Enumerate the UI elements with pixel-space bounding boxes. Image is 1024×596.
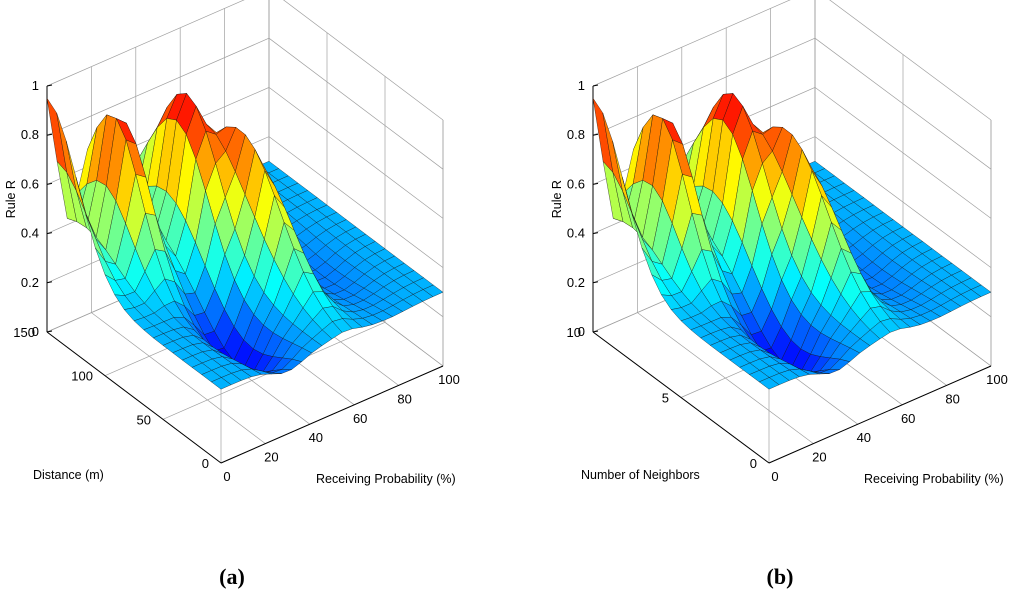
surface-plot-a: 0 0.2 0.4 0.6 0.8 1 0 20 40 60 80 100 0 50 100 150 Rule … bbox=[4, 0, 460, 589]
x-tick-label: 60 bbox=[901, 411, 915, 426]
z-tick-mark bbox=[592, 330, 599, 333]
z-tick-label: 0 bbox=[578, 324, 585, 339]
surface-mesh bbox=[592, 93, 992, 390]
surface-patch bbox=[758, 377, 780, 390]
x-tick-label: 0 bbox=[771, 469, 778, 484]
z-axis-label: Rule R bbox=[550, 180, 564, 218]
y-axis-label: Number of Neighbors bbox=[581, 468, 700, 482]
x-axis-label: Receiving Probability (%) bbox=[864, 472, 1004, 486]
y-tick-label: 100 bbox=[71, 369, 93, 384]
y-axis-line bbox=[46, 331, 222, 464]
surface-mesh bbox=[46, 93, 444, 390]
z-tick-mark bbox=[592, 133, 599, 136]
y-tick-label: 50 bbox=[137, 412, 151, 427]
z-tick-mark bbox=[46, 182, 53, 185]
surface-patch bbox=[210, 377, 232, 390]
z-tick-label: 0.2 bbox=[21, 275, 39, 290]
x-tick-label: 80 bbox=[945, 391, 959, 406]
z-tick-mark bbox=[592, 84, 599, 87]
x-tick-label: 40 bbox=[309, 430, 323, 445]
z-tick-label: 0.6 bbox=[567, 176, 585, 191]
z-tick-label: 0.4 bbox=[567, 226, 585, 241]
x-axis-line bbox=[220, 365, 444, 464]
z-tick-mark bbox=[592, 182, 599, 185]
y-axis-line bbox=[592, 331, 770, 464]
x-tick-label: 80 bbox=[397, 391, 411, 406]
x-axis-label: Receiving Probability (%) bbox=[316, 472, 456, 486]
z-tick-mark bbox=[46, 330, 53, 333]
figure-caption: (a) bbox=[219, 564, 245, 589]
x-tick-label: 20 bbox=[264, 450, 278, 465]
y-axis-label: Distance (m) bbox=[33, 468, 104, 482]
z-tick-label: 0 bbox=[32, 324, 39, 339]
z-tick-label: 0.4 bbox=[21, 226, 39, 241]
z-tick-label: 1 bbox=[32, 78, 39, 93]
z-tick-label: 0.8 bbox=[21, 127, 39, 142]
y-tick-label: 0 bbox=[202, 456, 209, 471]
z-axis-label: Rule R bbox=[4, 180, 18, 218]
x-tick-label: 100 bbox=[438, 372, 460, 387]
x-tick-label: 100 bbox=[986, 372, 1008, 387]
z-tick-label: 1 bbox=[578, 78, 585, 93]
y-tick-label: 5 bbox=[662, 391, 669, 406]
x-tick-label: 40 bbox=[857, 430, 871, 445]
z-tick-label: 0.8 bbox=[567, 127, 585, 142]
x-tick-label: 60 bbox=[353, 411, 367, 426]
z-tick-label: 0.6 bbox=[21, 176, 39, 191]
z-tick-mark bbox=[46, 232, 53, 235]
z-tick-mark bbox=[46, 84, 53, 87]
y-tick-label: 10 bbox=[567, 325, 581, 340]
y-tick-label: 150 bbox=[13, 325, 35, 340]
z-tick-mark bbox=[46, 281, 53, 284]
x-tick-label: 0 bbox=[223, 469, 230, 484]
x-axis-line bbox=[768, 365, 992, 464]
y-tick-label: 0 bbox=[750, 456, 757, 471]
x-tick-label: 20 bbox=[812, 450, 826, 465]
figure-caption: (b) bbox=[767, 564, 794, 589]
z-tick-mark bbox=[46, 133, 53, 136]
z-tick-mark bbox=[592, 232, 599, 235]
z-tick-mark bbox=[592, 281, 599, 284]
z-tick-label: 0.2 bbox=[567, 275, 585, 290]
